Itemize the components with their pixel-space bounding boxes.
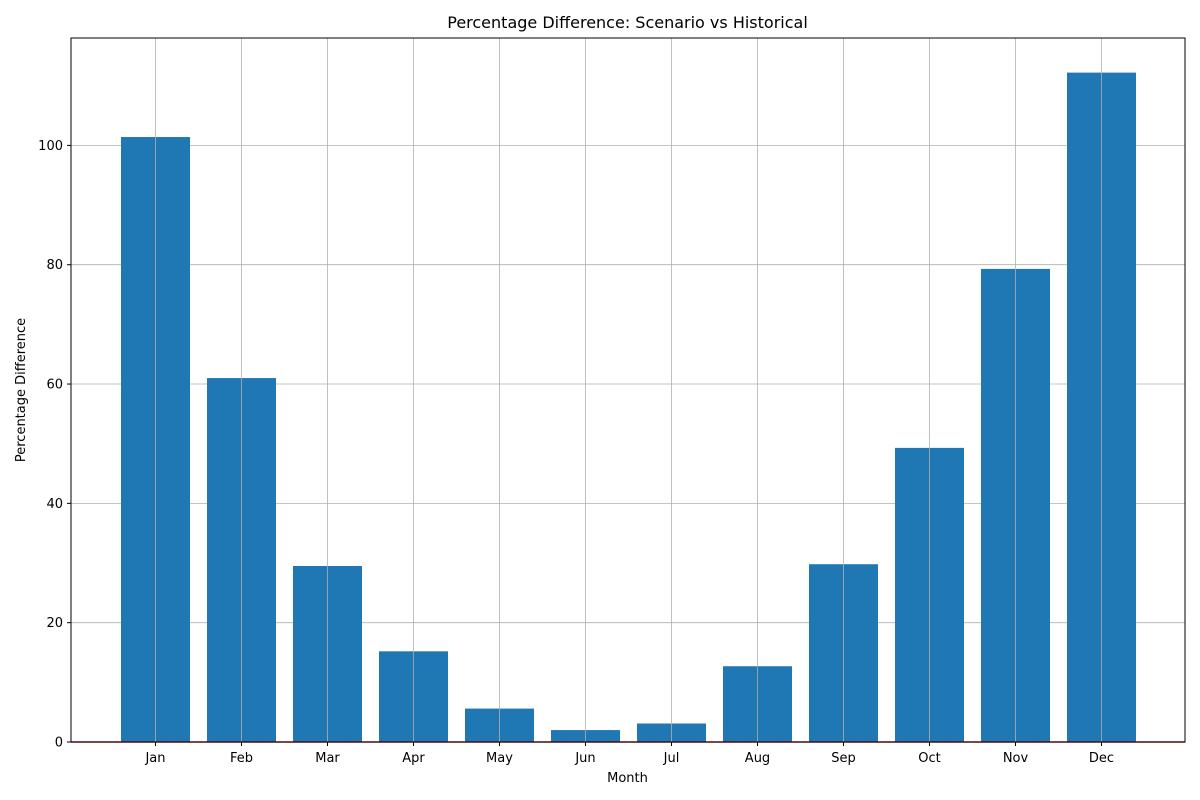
- chart-title: Percentage Difference: Scenario vs Histo…: [447, 13, 808, 32]
- plot-frame: [70, 37, 1186, 743]
- x-tick-label: Jan: [144, 751, 165, 766]
- x-tick-label: Oct: [918, 751, 940, 766]
- x-tick-label: Apr: [402, 751, 425, 766]
- x-tick-label: Mar: [315, 751, 340, 766]
- x-tick-label: Jun: [574, 751, 595, 766]
- y-axis-label: Percentage Difference: [14, 318, 29, 462]
- x-tick-label: Dec: [1089, 751, 1114, 766]
- x-axis-label: Month: [607, 771, 648, 786]
- x-tick-label: Nov: [1003, 751, 1029, 766]
- vertical-grid-lines: [155, 38, 1102, 742]
- x-tick-label: Jul: [663, 751, 680, 766]
- bars: [121, 72, 1136, 742]
- x-axis-ticks: Jan Feb Mar Apr May Jun Jul Aug Sep Oct Nov Dec: [144, 742, 1114, 766]
- y-axis-ticks: 0 20 40 60 80 100: [38, 139, 71, 751]
- x-tick-label: Aug: [745, 751, 770, 766]
- y-tick-label: 20: [46, 616, 63, 631]
- y-tick-label: 100: [38, 139, 63, 154]
- x-tick-label: Feb: [230, 751, 253, 766]
- y-tick-label: 60: [46, 378, 63, 393]
- y-tick-label: 40: [46, 497, 63, 512]
- y-tick-label: 80: [46, 258, 63, 273]
- y-tick-label: 0: [55, 736, 63, 751]
- x-tick-label: Sep: [831, 751, 856, 766]
- x-tick-label: May: [486, 751, 513, 766]
